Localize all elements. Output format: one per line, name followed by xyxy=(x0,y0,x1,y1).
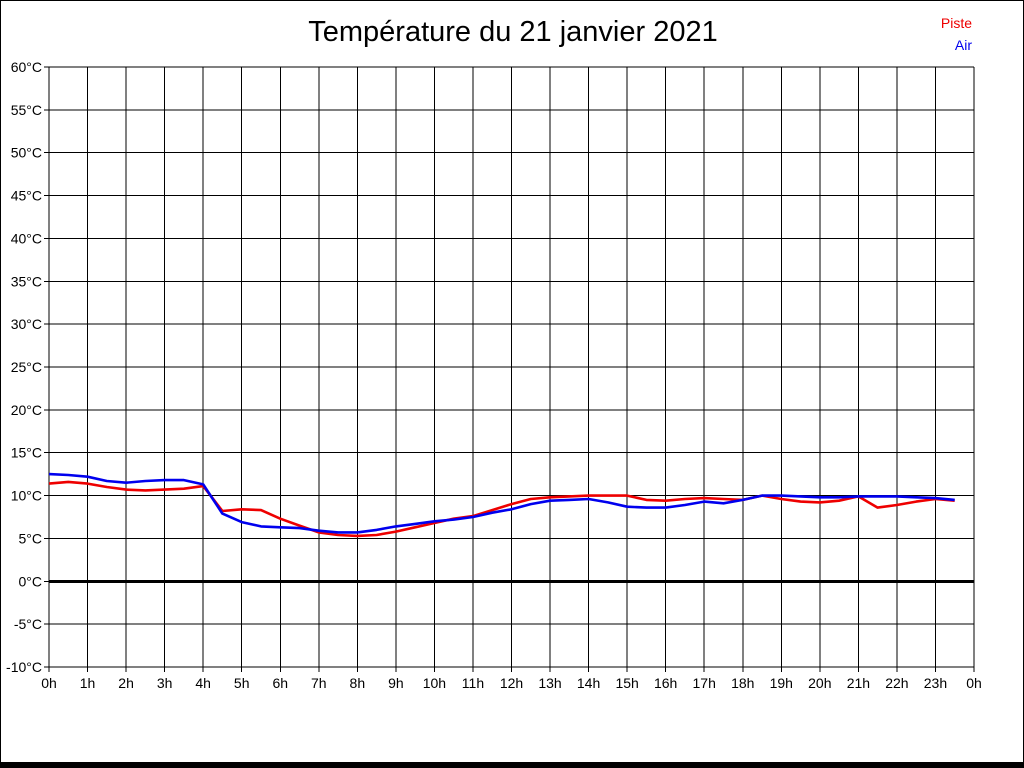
legend-label-air: Air xyxy=(954,37,972,53)
x-axis-label: 11h xyxy=(462,675,484,691)
series-line-air xyxy=(48,472,955,534)
y-axis-label: 5°C xyxy=(19,530,43,546)
y-axis-label: 10°C xyxy=(11,488,42,504)
x-axis-label: 14h xyxy=(577,675,600,691)
y-axis-label: 20°C xyxy=(11,402,42,418)
x-axis-label: 16h xyxy=(654,675,677,691)
x-axis-label: 0h xyxy=(966,675,982,691)
x-axis-label: 2h xyxy=(118,675,134,691)
x-axis-label: 23h xyxy=(924,675,947,691)
y-axis-label: 15°C xyxy=(11,445,42,461)
x-axis-label: 1h xyxy=(80,675,96,691)
y-axis-label: 55°C xyxy=(11,102,42,118)
x-axis-label: 21h xyxy=(847,675,870,691)
chart-legend: Piste Air xyxy=(941,12,972,56)
x-axis-label: 18h xyxy=(731,675,754,691)
x-axis-label: 6h xyxy=(272,675,288,691)
y-axis-label: -10°C xyxy=(6,659,42,675)
x-axis-label: 19h xyxy=(770,675,793,691)
x-axis-label: 15h xyxy=(615,675,638,691)
x-axis-label: 5h xyxy=(234,675,250,691)
series-line-piste xyxy=(48,480,955,538)
x-axis-label: 13h xyxy=(538,675,561,691)
y-axis-label: 30°C xyxy=(11,316,42,332)
x-axis-label: 22h xyxy=(885,675,908,691)
y-axis-label: 50°C xyxy=(11,145,42,161)
x-axis-label: 12h xyxy=(500,675,523,691)
y-axis-label: -5°C xyxy=(14,616,42,632)
x-axis-label: 8h xyxy=(350,675,366,691)
chart-title: Température du 21 janvier 2021 xyxy=(308,16,718,48)
x-axis-label: 9h xyxy=(388,675,404,691)
x-axis-label: 4h xyxy=(195,675,211,691)
x-axis-label: 7h xyxy=(311,675,327,691)
y-axis-label: 45°C xyxy=(11,188,42,204)
y-axis-label: 25°C xyxy=(11,359,42,375)
x-axis-label: 10h xyxy=(423,675,446,691)
x-axis-label: 3h xyxy=(157,675,173,691)
y-axis-label: 60°C xyxy=(11,59,42,75)
x-axis-label: 0h xyxy=(41,675,57,691)
legend-label-piste: Piste xyxy=(940,15,972,31)
y-axis-label: 0°C xyxy=(19,573,43,589)
x-axis-label: 20h xyxy=(808,675,831,691)
x-axis-label: 17h xyxy=(693,675,716,691)
y-axis-label: 40°C xyxy=(11,230,42,246)
y-axis-label: 35°C xyxy=(11,273,42,289)
